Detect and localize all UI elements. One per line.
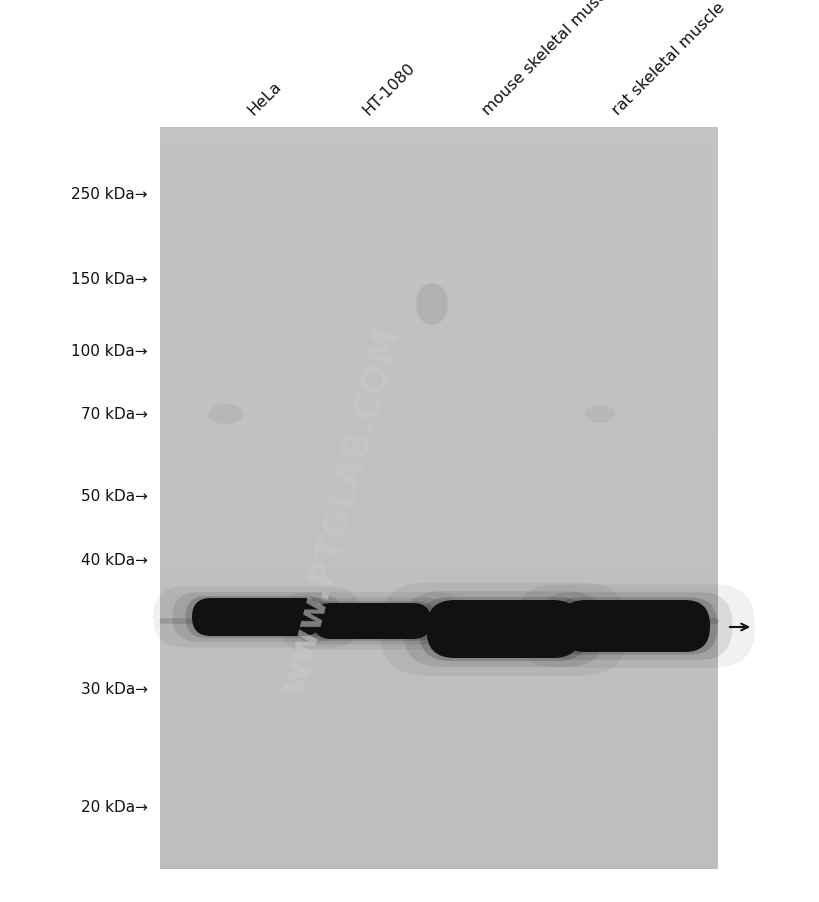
Text: 100 kDa→: 100 kDa→ [71, 345, 147, 359]
FancyBboxPatch shape [514, 584, 754, 667]
Text: 150 kDa→: 150 kDa→ [71, 272, 147, 287]
FancyBboxPatch shape [536, 593, 731, 660]
FancyBboxPatch shape [185, 596, 328, 639]
Text: HeLa: HeLa [244, 78, 283, 118]
FancyBboxPatch shape [403, 592, 604, 667]
FancyBboxPatch shape [192, 598, 322, 636]
Text: 70 kDa→: 70 kDa→ [81, 407, 147, 422]
Text: 30 kDa→: 30 kDa→ [81, 682, 147, 696]
FancyBboxPatch shape [307, 602, 437, 641]
Ellipse shape [584, 406, 614, 424]
Text: 40 kDa→: 40 kDa→ [81, 553, 147, 568]
Text: 250 kDa→: 250 kDa→ [71, 188, 147, 202]
Ellipse shape [415, 284, 447, 326]
Text: 20 kDa→: 20 kDa→ [81, 799, 147, 815]
FancyBboxPatch shape [426, 601, 581, 658]
FancyBboxPatch shape [552, 598, 717, 655]
FancyBboxPatch shape [172, 593, 341, 642]
FancyBboxPatch shape [379, 583, 627, 676]
Text: mouse skeletal muscle: mouse skeletal muscle [479, 0, 618, 118]
FancyBboxPatch shape [559, 601, 709, 652]
Ellipse shape [208, 405, 243, 425]
Text: rat skeletal muscle: rat skeletal muscle [609, 0, 726, 118]
Text: www.PTGLAB.COM: www.PTGLAB.COM [274, 323, 405, 696]
Text: 50 kDa→: 50 kDa→ [81, 489, 147, 504]
FancyBboxPatch shape [153, 587, 360, 648]
FancyBboxPatch shape [278, 593, 466, 650]
FancyBboxPatch shape [419, 597, 589, 661]
FancyBboxPatch shape [295, 598, 448, 645]
FancyBboxPatch shape [313, 603, 431, 640]
Text: HT-1080: HT-1080 [359, 60, 417, 118]
